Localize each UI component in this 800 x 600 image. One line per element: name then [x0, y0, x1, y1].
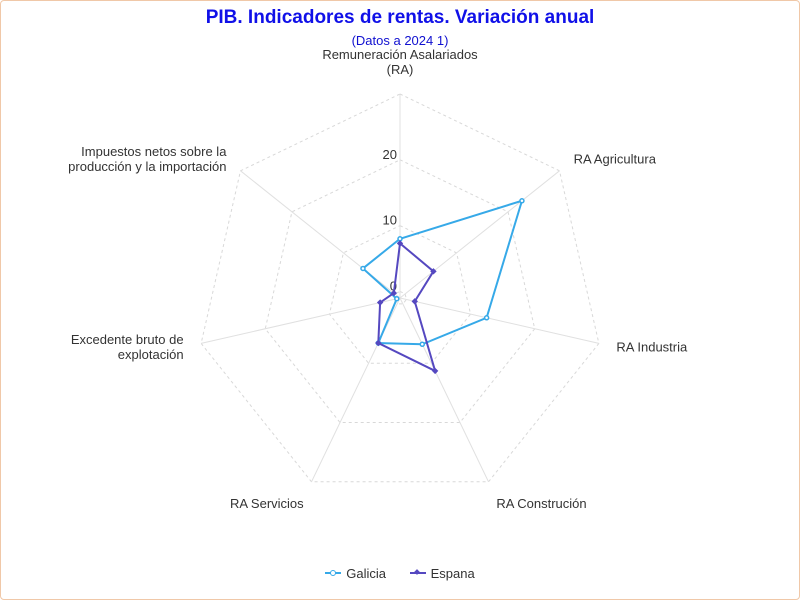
- grid-spoke: [399, 297, 489, 483]
- legend-label-galicia: Galicia: [346, 565, 387, 581]
- legend-marker-galicia: [325, 570, 342, 576]
- radar-grid: [200, 93, 600, 483]
- category-label: RA Industria: [616, 339, 688, 354]
- legend-marker-espana: [409, 569, 426, 575]
- grid-ring: [200, 93, 600, 483]
- legend-item-espana[interactable]: Espana: [409, 565, 475, 581]
- grid-spoke: [201, 297, 401, 344]
- category-label: RA Construción: [496, 496, 586, 511]
- data-point-espana: [430, 268, 437, 275]
- category-label: RA Servicios: [230, 496, 304, 511]
- legend-label-espana: Espana: [430, 565, 475, 581]
- legend-item-galicia[interactable]: Galicia: [325, 566, 386, 581]
- series-layer: [360, 198, 525, 375]
- data-point-galicia: [483, 315, 490, 321]
- data-point-espana: [375, 339, 382, 347]
- series-line-espana: [377, 241, 437, 373]
- radial-tick-label: 0: [390, 278, 397, 293]
- category-label: Excedente bruto de explotación: [71, 332, 184, 362]
- category-labels: Remuneración Asalariados (RA) RA Agricultu…: [68, 47, 688, 511]
- grid-ring: [393, 290, 407, 305]
- series-line-galicia: [361, 199, 524, 346]
- category-label: Impuestos netos sobre la producción y la …: [68, 144, 227, 174]
- grid-spoke: [399, 170, 560, 299]
- chart-subtitle: (Datos a 2024 1): [351, 33, 449, 48]
- chart-title: PIB. Indicadores de rentas. Variación an…: [205, 7, 595, 28]
- data-point-galicia: [360, 265, 366, 272]
- category-label: RA Agricultura: [574, 152, 657, 167]
- data-point-espana: [431, 367, 439, 375]
- radial-tick-label: 20: [383, 147, 397, 162]
- legend: Galicia Espana: [0, 562, 800, 581]
- data-point-espana: [376, 299, 384, 306]
- data-point-galicia: [394, 295, 400, 302]
- data-point-espana: [396, 240, 404, 247]
- radial-tick-labels: 0 10 20: [383, 147, 397, 294]
- grid-spoke: [399, 297, 599, 344]
- data-point-galicia: [419, 341, 426, 347]
- data-point-espana: [390, 289, 398, 297]
- category-label: Remuneración Asalariados (RA): [322, 47, 478, 77]
- grid-ring: [328, 225, 472, 364]
- data-point-espana: [411, 298, 418, 305]
- radial-tick-label: 10: [383, 213, 397, 228]
- data-point-galicia: [519, 198, 525, 204]
- grid-spoke: [311, 297, 401, 483]
